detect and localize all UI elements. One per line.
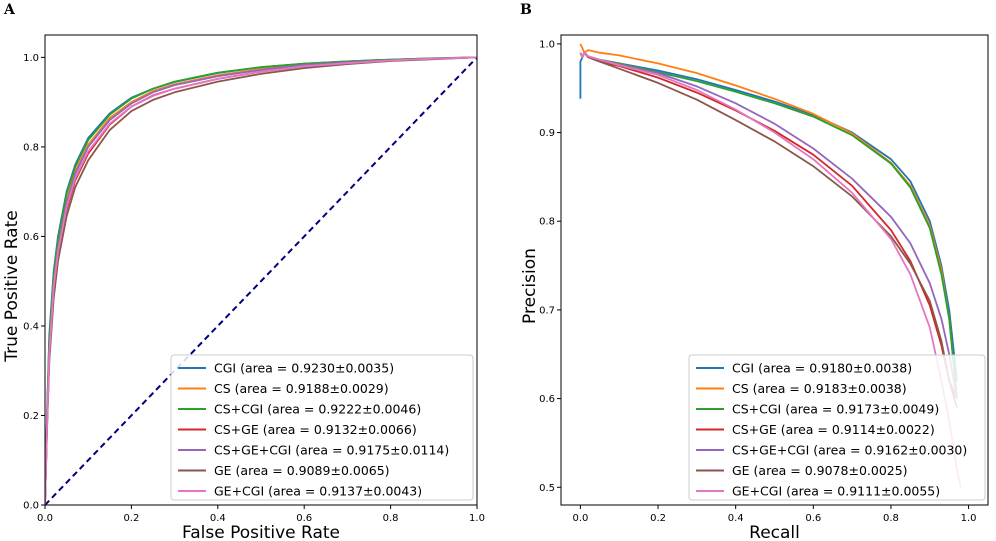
legend-label-3: CS+GE (area = 0.9132±0.0066) [214, 422, 417, 437]
legend-label-6: GE+CGI (area = 0.9137±0.0043) [214, 484, 422, 499]
y-tick-label: 0.5 [539, 483, 555, 494]
x-axis-label: Recall [749, 523, 800, 541]
y-tick-label: 0.9 [539, 128, 555, 139]
series-line-4 [579, 51, 958, 399]
series-line-6 [45, 56, 477, 505]
y-tick-label: 0.7 [539, 305, 555, 316]
panel-letter: B [520, 2, 532, 18]
y-tick-label: 0.0 [23, 501, 39, 512]
y-tick-label: 0.4 [23, 321, 39, 332]
y-axis-label: True Positive Rate [2, 210, 22, 362]
x-tick-label: 0.6 [296, 513, 312, 524]
series-line-2 [579, 51, 958, 399]
legend-label-6: GE+CGI (area = 0.9111±0.0055) [732, 484, 940, 499]
curves [45, 56, 477, 505]
precision-recall-panel: B 0.0 0.2 0.4 0.6 0.8 1.0 0.5 0.6 0.7 0.8 0.9 1.0 Rec… [520, 2, 989, 541]
legend-label-5: GE (area = 0.9089±0.0065) [214, 463, 390, 478]
legend-box [688, 354, 986, 501]
x-tick-label: 1.0 [469, 513, 485, 524]
chance-diagonal-line [45, 56, 477, 505]
x-tick-label: 0.0 [37, 513, 53, 524]
legend-label-5: GE (area = 0.9078±0.0025) [732, 463, 908, 478]
y-tick-label: 1.0 [539, 39, 555, 50]
y-tick-label: 1.0 [23, 53, 39, 64]
legend-label-1: CS (area = 0.9188±0.0029) [214, 381, 389, 396]
legend-label-2: CS+CGI (area = 0.9222±0.0046) [214, 402, 421, 417]
y-tick-label: 0.6 [23, 232, 39, 243]
x-tick-label: 0.2 [650, 513, 666, 524]
x-axis-label: False Positive Rate [182, 523, 340, 541]
y-axis-label: Precision [520, 248, 540, 324]
legend-label-0: CGI (area = 0.9230±0.0035) [214, 361, 394, 376]
x-tick-label: 0.8 [883, 513, 899, 524]
legend-label-4: CS+GE+CGI (area = 0.9175±0.0114) [214, 443, 449, 458]
x-tick-label: 0.4 [728, 513, 744, 524]
series-line-1 [579, 43, 958, 399]
legend-label-2: CS+CGI (area = 0.9173±0.0049) [732, 402, 939, 417]
curves [579, 43, 962, 488]
series-line-3 [579, 51, 958, 399]
axes-frame [44, 34, 478, 506]
panel-letter: A [3, 2, 16, 18]
y-tick-label: 0.2 [23, 411, 39, 422]
y-tick-label: 0.8 [539, 217, 555, 228]
legend-label-4: CS+GE+CGI (area = 0.9162±0.0030) [732, 443, 967, 458]
x-tick-label: 0.2 [123, 513, 139, 524]
x-tick-label: 0.6 [805, 513, 821, 524]
axes-frame [560, 34, 989, 506]
legend-label-1: CS (area = 0.9183±0.0038) [732, 381, 907, 396]
x-tick-label: 0.0 [572, 513, 588, 524]
legend-box [170, 354, 474, 501]
x-tick-label: 0.4 [210, 513, 226, 524]
x-tick-label: 1.0 [961, 513, 977, 524]
legend-label-0: CGI (area = 0.9180±0.0038) [732, 361, 912, 376]
x-tick-label: 0.8 [383, 513, 399, 524]
legend-label-3: CS+GE (area = 0.9114±0.0022) [732, 422, 935, 437]
roc-panel: A 0.0 0.2 0.4 0.6 0.8 1.0 0.0 0.2 0.4 0.6 0.8 1.0 Fal… [2, 2, 485, 541]
y-tick-label: 0.8 [23, 142, 39, 153]
y-tick-label: 0.6 [539, 394, 555, 405]
